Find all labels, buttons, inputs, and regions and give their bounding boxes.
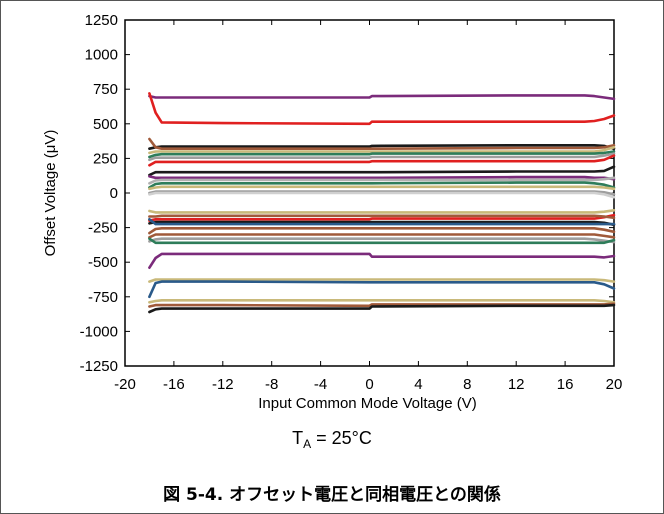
- series-line-18: [148, 214, 616, 220]
- series-line-14: [148, 190, 616, 196]
- test-condition-label: TA = 25°C: [0, 428, 664, 451]
- series-line-19: [148, 220, 616, 227]
- y-tick-label: -750: [88, 289, 118, 306]
- series-line-11: [148, 176, 616, 185]
- series-line-3: [148, 144, 616, 150]
- x-tick-label: 12: [508, 376, 525, 393]
- x-tick-label: 8: [463, 376, 471, 393]
- x-tick-label: 4: [414, 376, 422, 393]
- series-line-9: [148, 165, 616, 177]
- series-line-5: [148, 146, 616, 155]
- y-tick-label: 750: [93, 81, 118, 98]
- y-tick-label: -1000: [80, 323, 118, 340]
- series-line-17: [148, 213, 616, 222]
- series-line-16: [148, 209, 616, 214]
- y-tick-label: 1250: [85, 12, 118, 29]
- y-tick-label: -250: [88, 220, 118, 237]
- series-line-6: [148, 150, 616, 159]
- series-line-2: [148, 92, 616, 126]
- condition-subscript: A: [303, 437, 312, 451]
- x-axis-title: Input Common Mode Voltage (V): [258, 395, 476, 412]
- series-line-26: [148, 278, 616, 283]
- x-tick-label: -4: [314, 376, 327, 393]
- series-line-23: [148, 237, 616, 244]
- y-tick-label: -500: [88, 254, 118, 271]
- figure-caption: 図 5-4. オフセット電圧と同相電圧との関係: [163, 485, 501, 505]
- series-line-22: [148, 233, 616, 239]
- y-axis-title: Offset Voltage (μV): [42, 130, 59, 257]
- series-line-29: [148, 302, 616, 308]
- condition-symbol: T: [292, 428, 304, 448]
- y-tick-label: 1000: [85, 47, 118, 64]
- x-tick-label: -16: [163, 376, 185, 393]
- x-tick-label: 20: [606, 376, 623, 393]
- condition-value: = 25°C: [311, 428, 372, 448]
- y-tick-label: 500: [93, 116, 118, 133]
- x-tick-label: -8: [265, 376, 278, 393]
- series-line-4: [148, 137, 616, 150]
- x-tick-label: 16: [557, 376, 574, 393]
- x-tick-label: -12: [212, 376, 234, 393]
- y-tick-label: 0: [110, 185, 118, 202]
- series-line-20: [148, 218, 616, 226]
- series-line-24: [148, 237, 616, 245]
- series-line-8: [148, 154, 616, 167]
- y-tick-label: 250: [93, 150, 118, 167]
- series-line-27: [148, 280, 616, 299]
- series-line-1: [148, 94, 616, 101]
- series-line-30: [148, 303, 616, 314]
- series-line-25: [148, 252, 616, 269]
- y-tick-label: -1250: [80, 358, 118, 375]
- series-line-13: [148, 185, 616, 191]
- series-line-28: [148, 299, 616, 304]
- series-line-15: [148, 191, 616, 199]
- x-tick-label: 0: [365, 376, 373, 393]
- series-line-7: [148, 152, 616, 162]
- series-line-21: [148, 227, 616, 235]
- series-line-10: [148, 175, 616, 181]
- offset-voltage-chart: 1250 1000 750 500 250 0 -250 -500 -750 -1000 -1250…: [42, 12, 623, 412]
- x-tick-label: -20: [114, 376, 136, 393]
- series-line-12: [148, 181, 616, 189]
